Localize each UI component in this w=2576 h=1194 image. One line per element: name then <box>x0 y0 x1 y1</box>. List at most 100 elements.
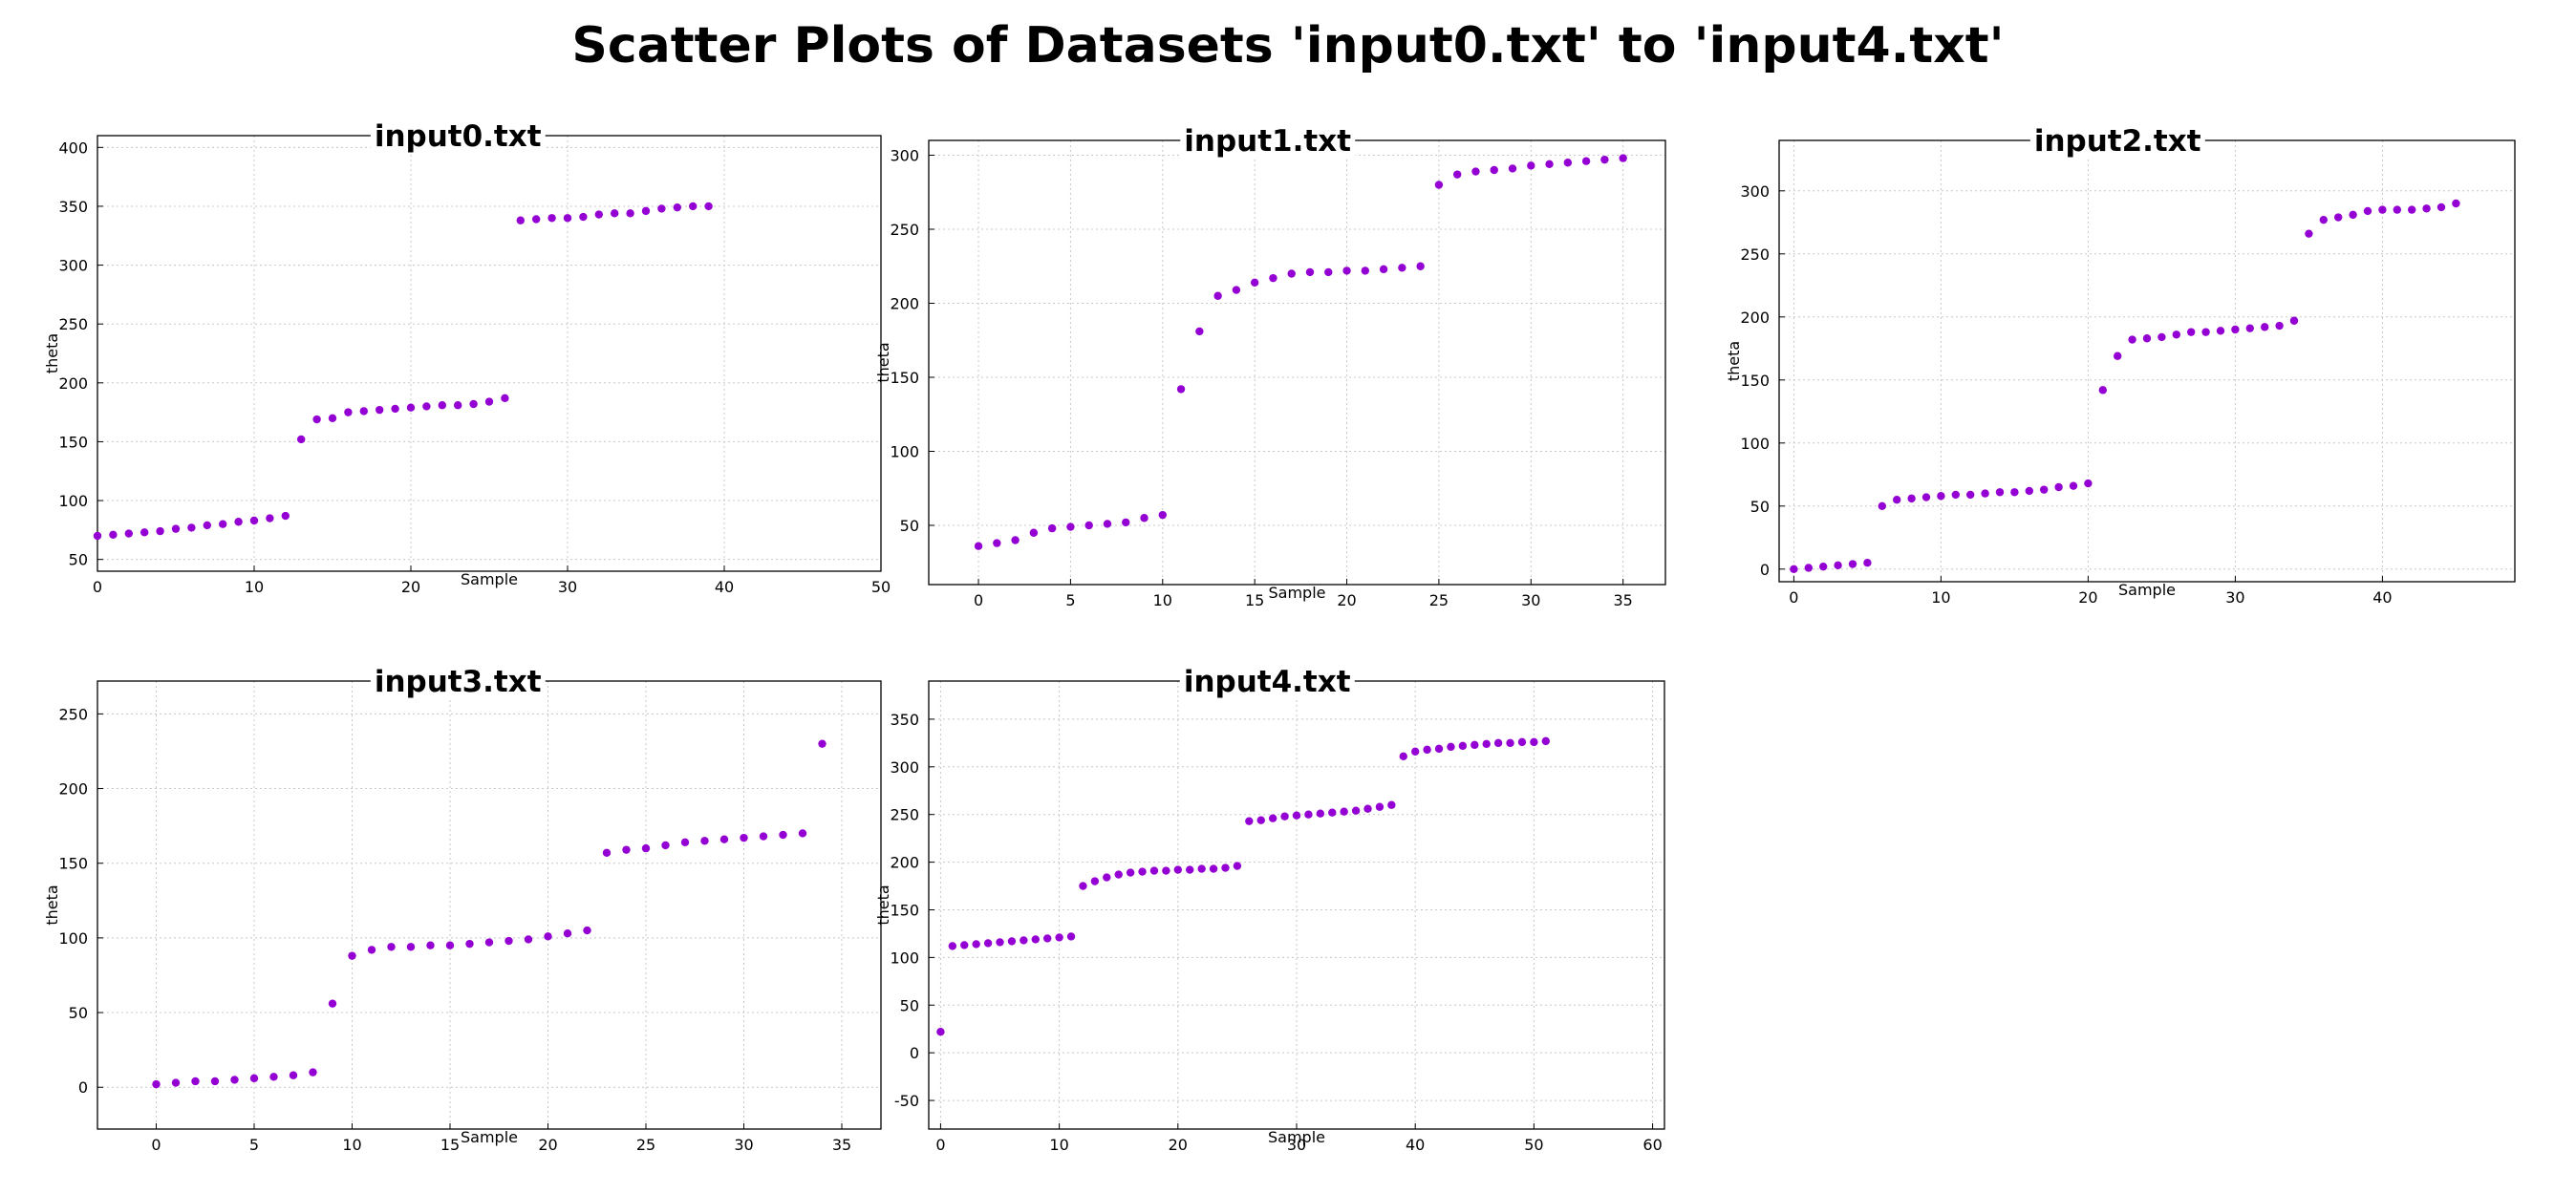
y-tick-label: 250 <box>58 315 88 333</box>
x-tick-label: 20 <box>2078 588 2097 607</box>
data-point <box>2114 352 2122 360</box>
data-point <box>2393 205 2401 214</box>
y-tick-label: 200 <box>890 295 919 313</box>
data-point <box>203 521 211 530</box>
data-point <box>719 835 729 843</box>
data-point <box>454 401 462 410</box>
data-point <box>1245 817 1254 825</box>
y-tick-label: 150 <box>1740 372 1770 390</box>
data-point <box>1103 873 1111 882</box>
data-point <box>1863 559 1872 567</box>
data-point <box>759 832 768 841</box>
data-point <box>1893 496 1901 504</box>
data-point <box>1398 264 1406 272</box>
data-point <box>1126 868 1135 877</box>
data-point <box>1878 501 1886 510</box>
data-point <box>465 939 474 949</box>
data-point <box>563 929 572 938</box>
data-point <box>445 941 455 949</box>
x-tick-label: 30 <box>734 1136 753 1154</box>
x-tick-label: 0 <box>151 1136 161 1154</box>
panel-title: input4.txt <box>1184 665 1351 699</box>
data-point <box>1162 866 1170 875</box>
y-tick-label: 250 <box>890 806 919 824</box>
data-point <box>376 405 384 415</box>
data-point <box>2289 316 2299 325</box>
data-point <box>532 215 541 224</box>
data-point <box>960 941 969 949</box>
data-point <box>1029 528 1039 537</box>
data-point <box>983 939 993 948</box>
data-point <box>2436 203 2446 212</box>
data-point <box>2261 323 2269 331</box>
y-tick-label: 0 <box>78 1078 88 1097</box>
data-point <box>602 848 612 857</box>
scatter-plot-svg: 0 10 20 30 40 50 60 -50 0 50 100 150 200 250 300 350 Sam… <box>874 665 1665 1154</box>
data-point <box>2422 204 2431 213</box>
data-point <box>544 932 552 941</box>
data-point <box>210 1077 220 1086</box>
data-point <box>1452 170 1462 179</box>
x-tick-label: 20 <box>1337 591 1356 609</box>
data-point <box>661 841 670 850</box>
data-point <box>469 399 478 409</box>
data-point <box>2040 485 2049 494</box>
scatter-panel-input4: 0 10 20 30 40 50 60 -50 0 50 100 150 200 250 300 350 Sam… <box>874 659 1720 1156</box>
data-point <box>501 394 509 403</box>
data-point <box>1324 267 1333 277</box>
y-tick-label: 300 <box>890 147 919 165</box>
data-point <box>1269 273 1277 283</box>
x-tick-label: 50 <box>871 578 891 596</box>
data-point <box>1434 744 1444 754</box>
y-tick-label: 50 <box>69 551 88 569</box>
data-point <box>700 837 709 845</box>
y-tick-label: 100 <box>890 949 919 967</box>
data-point <box>1122 518 1130 527</box>
y-tick-label: 100 <box>890 443 919 461</box>
data-point <box>1482 739 1491 749</box>
data-point <box>524 935 533 944</box>
data-point <box>2216 327 2225 335</box>
x-tick-label: 0 <box>1789 588 1798 607</box>
y-tick-label: 50 <box>900 996 919 1014</box>
data-point <box>1937 492 1945 501</box>
y-axis-label: theta <box>43 885 61 925</box>
data-point <box>1470 740 1479 750</box>
y-tick-label: 100 <box>1740 435 1770 453</box>
x-tick-label: 20 <box>538 1136 557 1154</box>
y-tick-label: -50 <box>894 1092 919 1110</box>
data-point <box>1031 935 1040 944</box>
data-point <box>2187 328 2196 336</box>
data-point <box>1490 165 1498 175</box>
data-point <box>594 210 603 219</box>
x-tick-label: 10 <box>342 1136 361 1154</box>
data-point <box>2172 330 2180 339</box>
x-tick-label: 35 <box>832 1136 851 1154</box>
data-point <box>818 739 826 748</box>
y-tick-label: 300 <box>58 257 88 275</box>
data-point <box>1342 267 1351 275</box>
data-point <box>1328 808 1337 817</box>
data-point <box>1834 561 1842 570</box>
data-point <box>1140 514 1148 522</box>
y-tick-label: 250 <box>1740 245 1770 264</box>
data-point <box>673 203 681 212</box>
data-point <box>1209 864 1218 873</box>
data-point <box>1055 933 1063 942</box>
x-tick-label: 0 <box>974 591 983 609</box>
plot-frame <box>97 135 882 572</box>
data-point <box>1600 155 1609 164</box>
data-point <box>152 1079 161 1089</box>
data-point <box>438 401 446 410</box>
data-point <box>1819 562 1828 571</box>
data-point <box>2128 335 2136 344</box>
data-point <box>328 999 337 1008</box>
x-tick-label: 5 <box>1065 591 1075 609</box>
data-point <box>484 938 494 947</box>
data-point <box>230 1076 239 1084</box>
plot-frame <box>928 139 1666 586</box>
data-point <box>798 829 807 838</box>
scatter-plot-svg: 0 5 10 15 20 25 30 35 50 100 150 200 250 300 Sample the… <box>874 124 1666 609</box>
data-point <box>348 951 356 960</box>
data-point <box>626 209 634 218</box>
